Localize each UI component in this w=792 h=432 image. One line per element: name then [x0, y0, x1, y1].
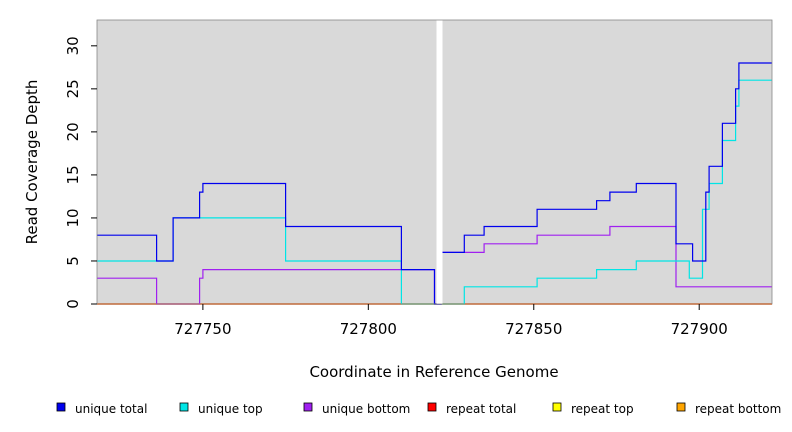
plot-background	[97, 20, 772, 304]
y-tick-label: 20	[64, 122, 82, 141]
y-tick-label: 10	[64, 208, 82, 227]
x-tick-label: 727850	[505, 320, 562, 338]
legend-label: repeat total	[446, 402, 516, 416]
x-tick-label: 727900	[671, 320, 728, 338]
legend-item: repeat bottom	[676, 402, 781, 416]
y-tick-label: 25	[64, 79, 82, 98]
legend-item: repeat total	[427, 402, 516, 416]
y-axis-title: Read Coverage Depth	[23, 80, 41, 245]
legend-swatch	[676, 402, 686, 412]
legend-swatch	[179, 402, 189, 412]
y-tick-label: 0	[64, 299, 82, 309]
legend-item: unique total	[56, 402, 147, 416]
legend-item: repeat top	[552, 402, 634, 416]
plot-frame	[96, 19, 773, 305]
legend-swatch	[427, 402, 437, 412]
y-axis: 0 5 10 15 20 25 30	[64, 36, 97, 309]
legend-label: unique total	[75, 402, 147, 416]
legend-label: repeat bottom	[695, 402, 781, 416]
gap-marker	[436, 20, 443, 304]
legend: unique total unique top unique bottom repea…	[56, 402, 781, 416]
y-tick-label: 15	[64, 165, 82, 184]
series-line-unique-top	[97, 79, 772, 305]
legend-item: unique top	[179, 402, 263, 416]
x-tick-label: 727800	[340, 320, 397, 338]
legend-label: unique bottom	[322, 402, 410, 416]
series-line-unique-total	[97, 62, 772, 305]
legend-swatch	[303, 402, 313, 412]
x-axis-title: Coordinate in Reference Genome	[309, 363, 558, 381]
legend-swatch	[552, 402, 562, 412]
x-axis: 727750 727800 727850 727900	[174, 304, 728, 338]
legend-swatch	[56, 402, 66, 412]
legend-label: repeat top	[571, 402, 634, 416]
y-tick-label: 5	[64, 256, 82, 266]
y-tick-label: 30	[64, 36, 82, 55]
legend-label: unique top	[198, 402, 263, 416]
x-tick-label: 727750	[174, 320, 231, 338]
legend-item: unique bottom	[303, 402, 410, 416]
